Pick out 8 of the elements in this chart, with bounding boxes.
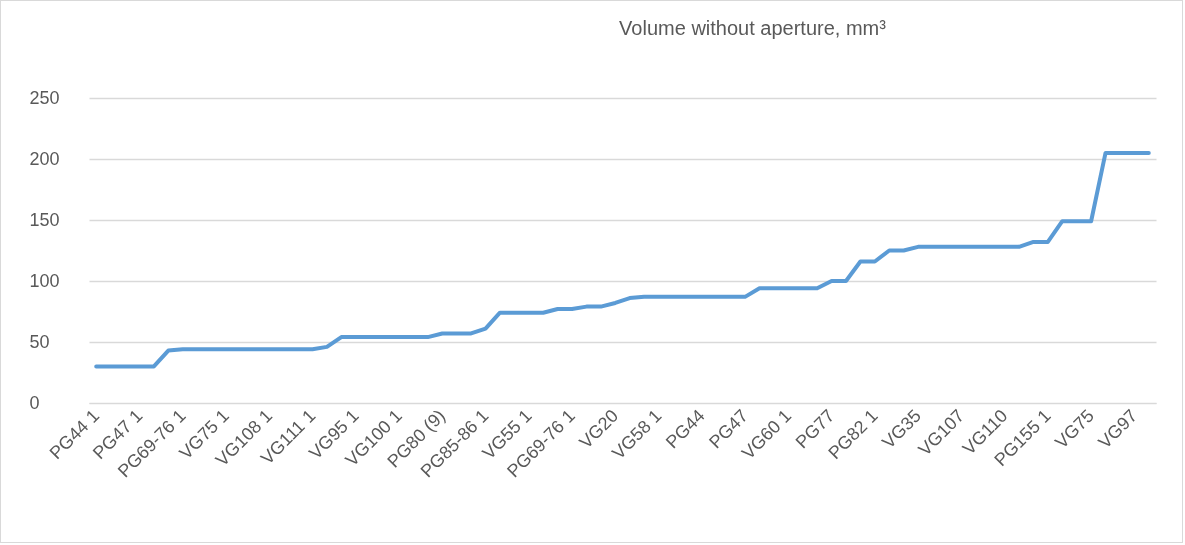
line-series (94, 150, 1151, 369)
y-tick-label: 0 (29, 392, 40, 413)
y-tick-label: 250 (29, 87, 60, 108)
chart-title: Volume without aperture, mm³ (619, 17, 887, 39)
y-tick-label: 50 (29, 331, 50, 352)
y-tick-label: 150 (29, 209, 60, 230)
y-tick-label: 200 (29, 148, 60, 169)
y-tick-label: 100 (29, 270, 60, 291)
